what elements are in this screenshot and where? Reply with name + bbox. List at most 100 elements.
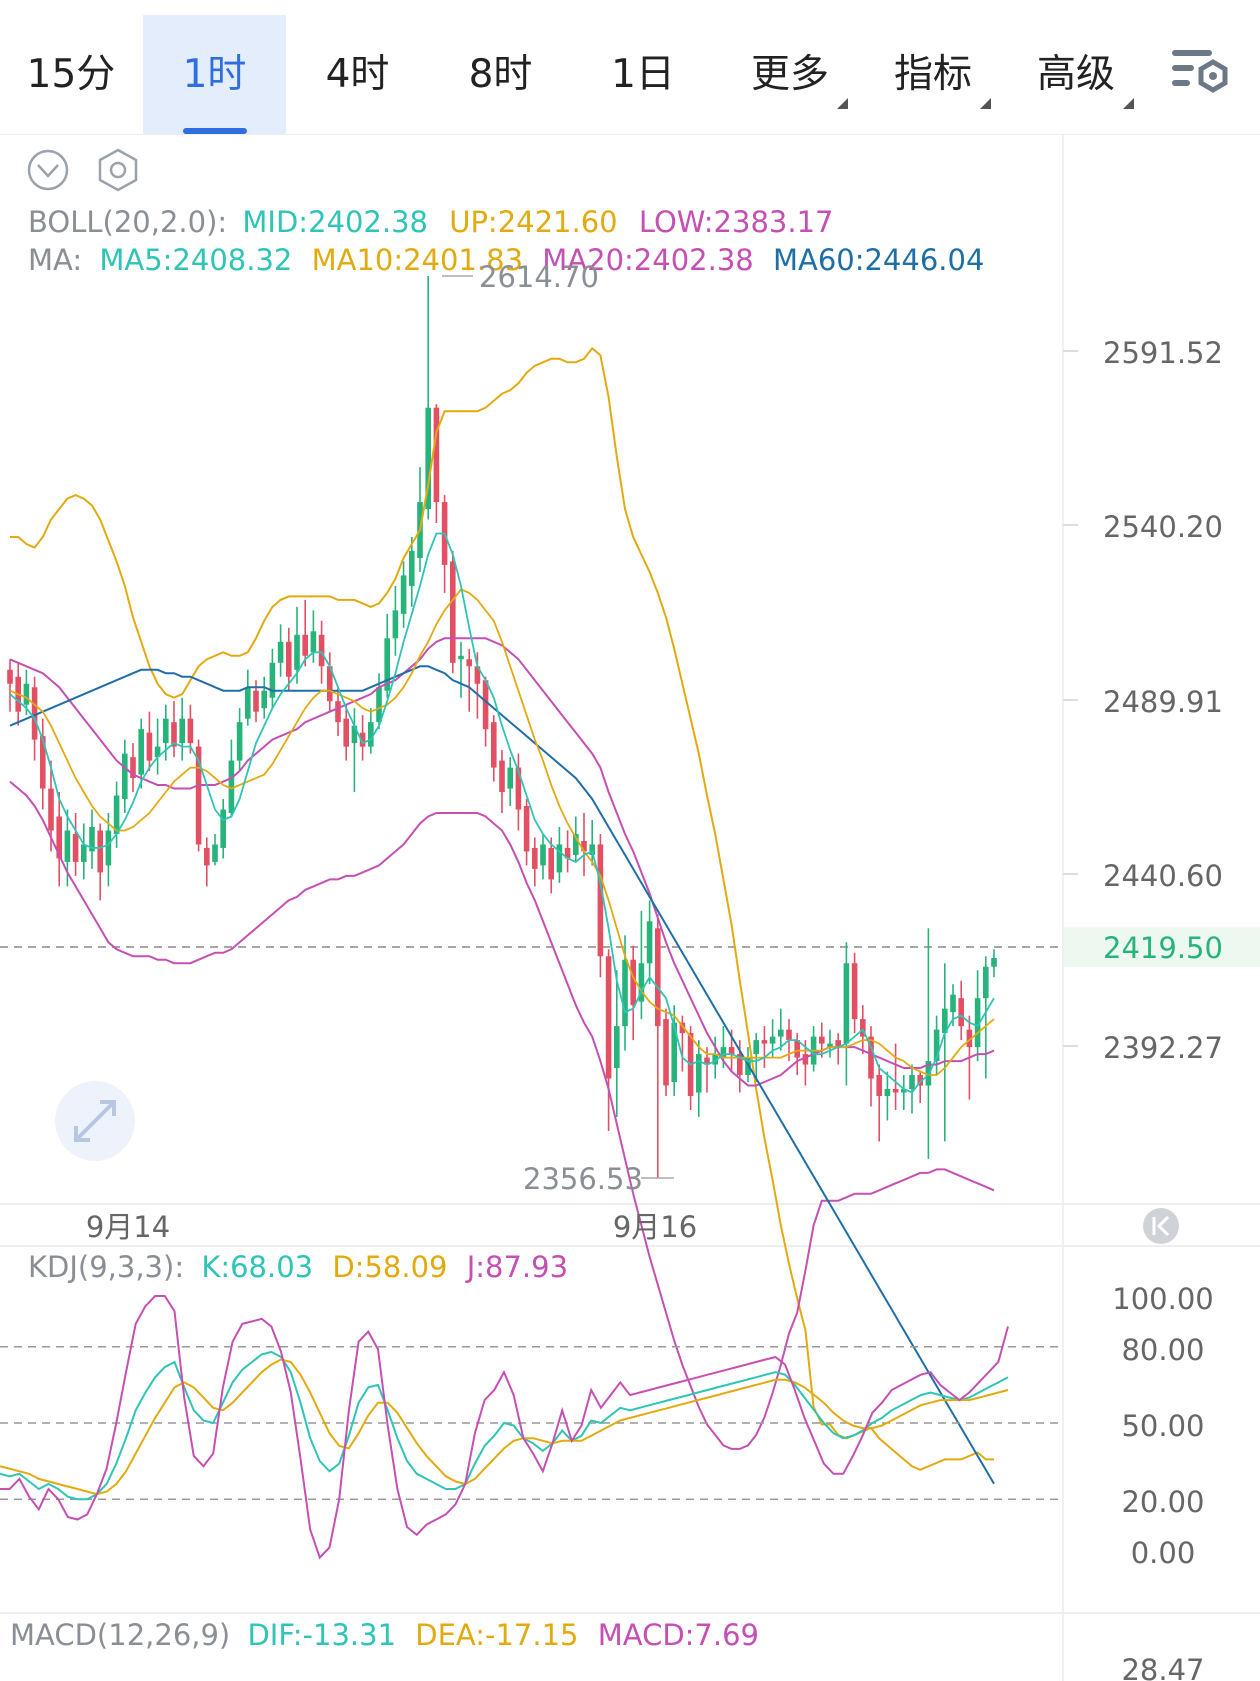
- kdj-prefix: KDJ(9,3,3):: [28, 1250, 184, 1284]
- kdj-j-line: [0, 1295, 1009, 1560]
- candlestick-series: [7, 276, 997, 1178]
- candle-body: [523, 806, 530, 852]
- boll-legend: BOLL(20,2.0): MID:2402.38 UP:2421.60 LOW…: [28, 205, 833, 239]
- candle-body: [458, 655, 464, 660]
- candle-body: [753, 1040, 759, 1055]
- tab-15min[interactable]: 15分: [0, 15, 142, 134]
- candle-body: [327, 666, 333, 702]
- candle-body: [597, 844, 604, 957]
- candle-body: [40, 736, 46, 789]
- tab-more-dropdown[interactable]: 更多: [733, 15, 848, 134]
- candle-body: [573, 833, 579, 855]
- candle-body: [7, 669, 13, 684]
- candle-body: [819, 1036, 825, 1044]
- candle-body: [236, 722, 243, 761]
- candle-body: [646, 921, 653, 964]
- time-tick: 9月16: [613, 1210, 697, 1244]
- candle-body: [933, 1029, 940, 1062]
- candle-body: [72, 833, 79, 862]
- candle-body: [122, 753, 128, 800]
- price-tick: 2489.91: [1103, 685, 1223, 719]
- ma-legend: MA: MA5:2408.32 MA10:2401.83 MA20:2402.3…: [28, 243, 984, 277]
- candle-body: [720, 1047, 727, 1058]
- tab-indicators-dropdown[interactable]: 指标: [876, 15, 991, 134]
- candle-body: [368, 722, 374, 747]
- scroll-left-button[interactable]: [1143, 1208, 1179, 1244]
- scroll-left-icon: [1152, 1215, 1170, 1237]
- candle-body: [277, 641, 284, 663]
- settings-list-icon[interactable]: [1170, 48, 1230, 104]
- tab-advanced-dropdown[interactable]: 高级: [1019, 15, 1134, 134]
- candle-body: [564, 847, 571, 859]
- candle-body: [204, 847, 210, 866]
- candle-body: [614, 1026, 620, 1069]
- candle-body: [556, 844, 563, 873]
- candle-body: [589, 844, 595, 855]
- candle-body: [868, 1036, 874, 1079]
- candle-body: [482, 680, 489, 730]
- candle-body: [89, 826, 95, 852]
- tab-8h[interactable]: 8时: [429, 15, 572, 134]
- candle-body: [64, 830, 71, 862]
- ma60-line: [9, 665, 995, 1485]
- candle-body: [48, 788, 54, 831]
- candle-body: [130, 757, 136, 779]
- candle-body: [400, 575, 407, 614]
- candle-body: [950, 994, 956, 1013]
- candle-body: [548, 847, 554, 880]
- ma10-line: [9, 588, 995, 1076]
- tab-label: 高级: [1036, 52, 1115, 97]
- current-price-label: 2419.50: [1103, 931, 1223, 965]
- ma5-line: [9, 532, 995, 1094]
- candle-body: [737, 1054, 743, 1076]
- candle-body: [212, 844, 218, 862]
- candle-body: [630, 959, 636, 1006]
- candle-body: [146, 732, 153, 761]
- chevron-down-circle-icon[interactable]: [27, 149, 69, 191]
- candle-body: [507, 767, 513, 789]
- candle-body: [31, 687, 38, 740]
- kdj-k-line: [0, 1350, 1009, 1501]
- min-price-label: 2356.53: [523, 1162, 643, 1196]
- indicator-lines: [9, 346, 995, 1485]
- kdj-series: [0, 1295, 1009, 1560]
- candle-body: [966, 1029, 973, 1048]
- tab-4h[interactable]: 4时: [286, 15, 429, 134]
- candle-body: [335, 701, 341, 723]
- candle-body: [195, 746, 202, 845]
- candle-body: [245, 687, 251, 719]
- candle-body: [851, 963, 858, 1020]
- tab-label: 8时: [468, 52, 533, 97]
- tab-1h[interactable]: 1时: [143, 15, 286, 134]
- candle-body: [638, 963, 645, 1002]
- tab-1d[interactable]: 1日: [572, 15, 714, 134]
- boll-mid-value: MID:2402.38: [242, 205, 428, 239]
- candle-body: [827, 1043, 833, 1048]
- candle-body: [105, 830, 112, 866]
- macd-dea-value: DEA:-17.15: [415, 1618, 578, 1652]
- candle-body: [712, 1054, 718, 1065]
- kdj-reference-lines: [0, 1346, 1063, 1500]
- expand-button[interactable]: [55, 1081, 135, 1161]
- boll-up-value: UP:2421.60: [449, 205, 617, 239]
- candle-body: [113, 795, 120, 834]
- tab-label: 指标: [893, 52, 972, 97]
- candle-body: [581, 840, 587, 852]
- candle-body: [433, 407, 440, 503]
- candle-body: [802, 1054, 809, 1065]
- dropdown-arrow-icon: [980, 98, 991, 109]
- candle-body: [261, 690, 267, 709]
- macd-tick: 28.47: [1121, 1653, 1204, 1681]
- ma10-value: MA10:2401.83: [312, 243, 523, 277]
- tab-label: 1日: [611, 52, 675, 97]
- hexagon-gear-icon[interactable]: [98, 148, 138, 192]
- candle-body: [515, 767, 522, 810]
- candle-body: [794, 1040, 800, 1058]
- dropdown-arrow-icon: [837, 98, 848, 109]
- candle-body: [679, 1022, 686, 1034]
- candle-body: [761, 1040, 768, 1044]
- boll-upper-line: [10, 346, 994, 1471]
- kdj-legend: KDJ(9,3,3): K:68.03 D:58.09 J:87.93: [28, 1250, 568, 1284]
- candle-body: [704, 1057, 710, 1065]
